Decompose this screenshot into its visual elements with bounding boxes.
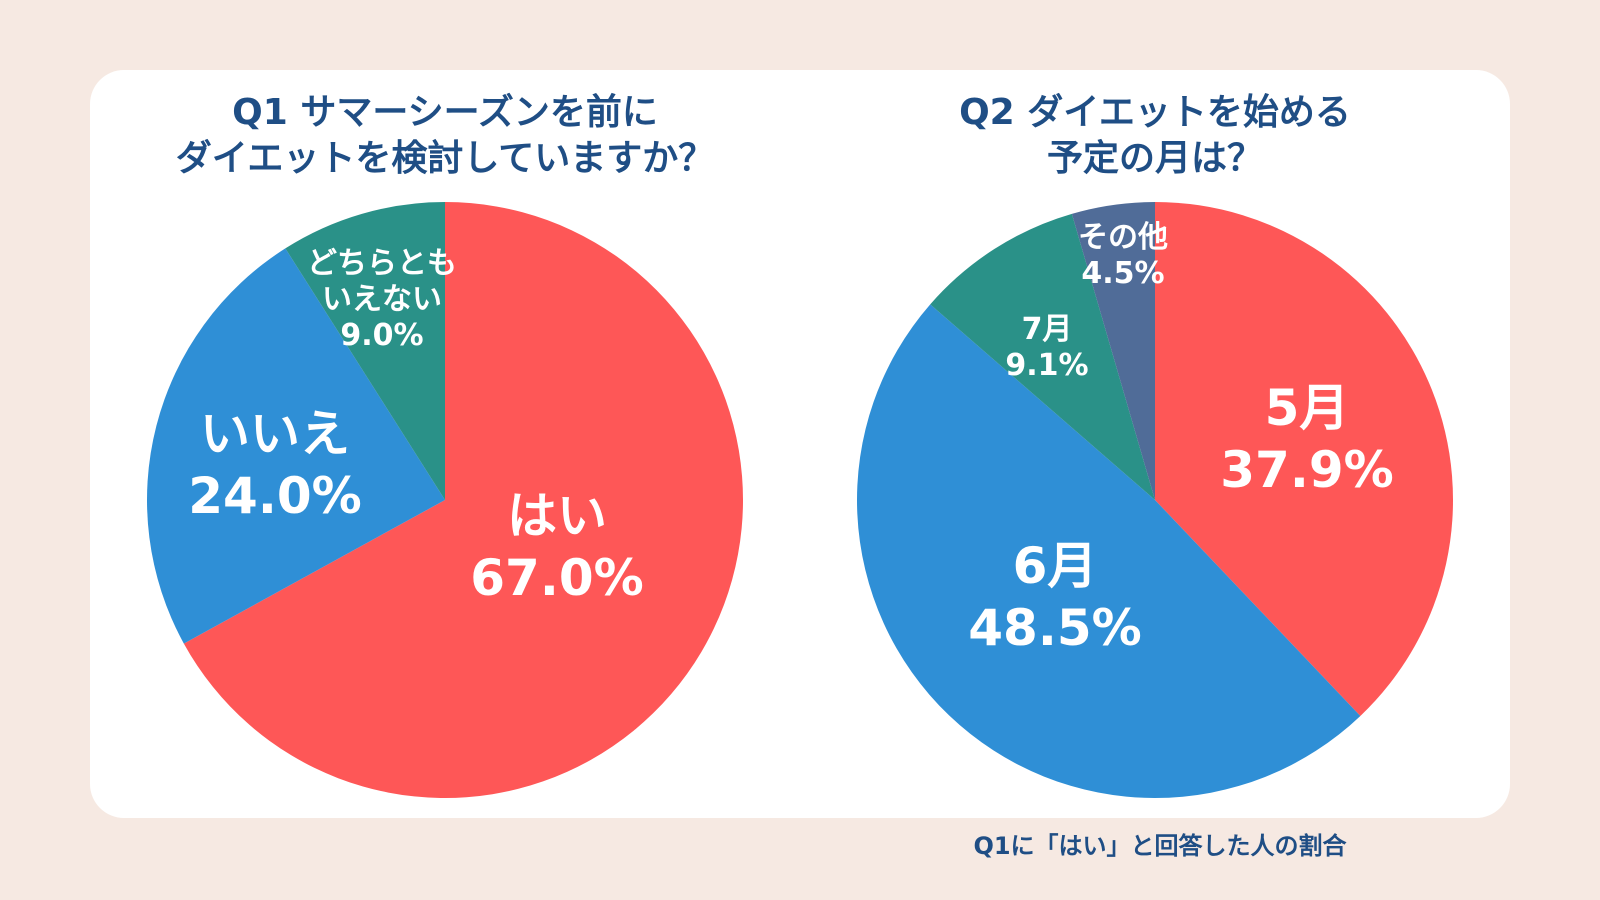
- q2-slice-1-value: 48.5%: [968, 599, 1141, 657]
- q1-chart-title: Q1 サマーシーズンを前に ダイエットを検討していますか？: [90, 90, 800, 182]
- q1-slice-1-label: いいえ 24.0%: [188, 405, 361, 525]
- q1-slice-0-label: はい 67.0%: [470, 487, 643, 607]
- q2-slice-2-name: 7月: [1022, 312, 1073, 347]
- q2-slice-1-name: 6月: [1013, 537, 1098, 595]
- q1-slice-0-value: 67.0%: [470, 549, 643, 607]
- q2-slice-2-label: 7月 9.1%: [1005, 312, 1088, 383]
- q1-slice-1: [146, 248, 445, 644]
- q2-slice-2: [930, 213, 1155, 500]
- q2-slice-1: [856, 304, 1361, 799]
- q1-slice-0: [183, 202, 743, 798]
- q2-slice-3-value: 4.5%: [1081, 256, 1164, 291]
- q2-slice-0: [1155, 202, 1454, 716]
- q1-slice-1-name: いいえ: [200, 405, 350, 463]
- q2-slice-3-name: その他: [1078, 220, 1168, 255]
- q2-title-text: Q2 ダイエットを始める 予定の月は？: [959, 92, 1351, 179]
- q2-slice-3: [1071, 202, 1155, 500]
- q1-slice-2-name: いえない: [322, 282, 442, 317]
- q2-slice-0-value: 37.9%: [1220, 441, 1393, 499]
- q2-slice-3-label: その他 4.5%: [1078, 220, 1168, 291]
- q2-slice-2-value: 9.1%: [1005, 348, 1088, 383]
- q1-slice-2-name: どちらとも: [307, 246, 457, 281]
- q1-slice-2-value: 9.0%: [340, 318, 423, 353]
- q2-chart-title: Q2 ダイエットを始める 予定の月は？: [800, 90, 1510, 182]
- q1-slice-0-name: はい: [507, 487, 607, 545]
- q2-slice-0-name: 5月: [1265, 379, 1350, 437]
- q2-footnote: Q1に「はい」と回答した人の割合: [973, 832, 1347, 860]
- q1-title-text: Q1 サマーシーズンを前に ダイエットを検討していますか？: [175, 92, 715, 179]
- q1-slice-1-value: 24.0%: [188, 467, 361, 525]
- q2-slice-1-label: 6月 48.5%: [968, 537, 1141, 657]
- q1-slice-2: [285, 202, 445, 500]
- q1-slice-2-label: どちらともいえない 9.0%: [307, 246, 457, 353]
- q2-slice-0-label: 5月 37.9%: [1220, 379, 1393, 499]
